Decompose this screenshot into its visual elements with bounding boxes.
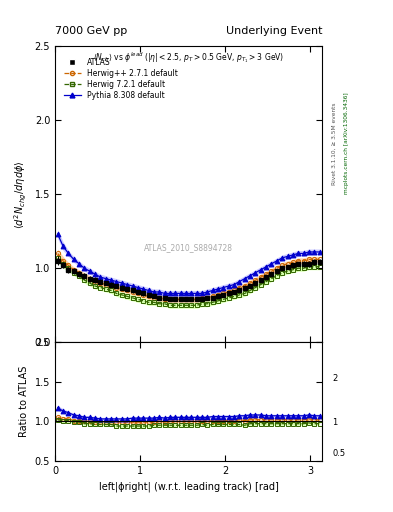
Text: 0.5: 0.5 [332,449,345,458]
Text: 1: 1 [332,418,337,427]
Text: Rivet 3.1.10, ≥ 3.5M events: Rivet 3.1.10, ≥ 3.5M events [332,102,337,185]
Text: Underlying Event: Underlying Event [226,26,322,36]
Y-axis label: Ratio to ATLAS: Ratio to ATLAS [19,366,29,437]
X-axis label: left|ϕright| (w.r.t. leading track) [rad]: left|ϕright| (w.r.t. leading track) [rad… [99,481,279,492]
Text: 2: 2 [332,374,337,383]
Text: 7000 GeV pp: 7000 GeV pp [55,26,127,36]
Y-axis label: $\langle d^2 N_{chg}/d\eta d\phi\rangle$: $\langle d^2 N_{chg}/d\eta d\phi\rangle$ [13,160,29,228]
Text: mcplots.cern.ch [arXiv:1306.3436]: mcplots.cern.ch [arXiv:1306.3436] [344,93,349,194]
Text: ATLAS_2010_S8894728: ATLAS_2010_S8894728 [144,243,233,252]
Text: $\langle N_{ch}\rangle$ vs $\phi^{lead}$ ($|\eta| < 2.5$, $p_T > 0.5$ GeV, $p_{T: $\langle N_{ch}\rangle$ vs $\phi^{lead}$… [93,51,284,66]
Legend: ATLAS, Herwig++ 2.7.1 default, Herwig 7.2.1 default, Pythia 8.308 default: ATLAS, Herwig++ 2.7.1 default, Herwig 7.… [62,56,180,102]
